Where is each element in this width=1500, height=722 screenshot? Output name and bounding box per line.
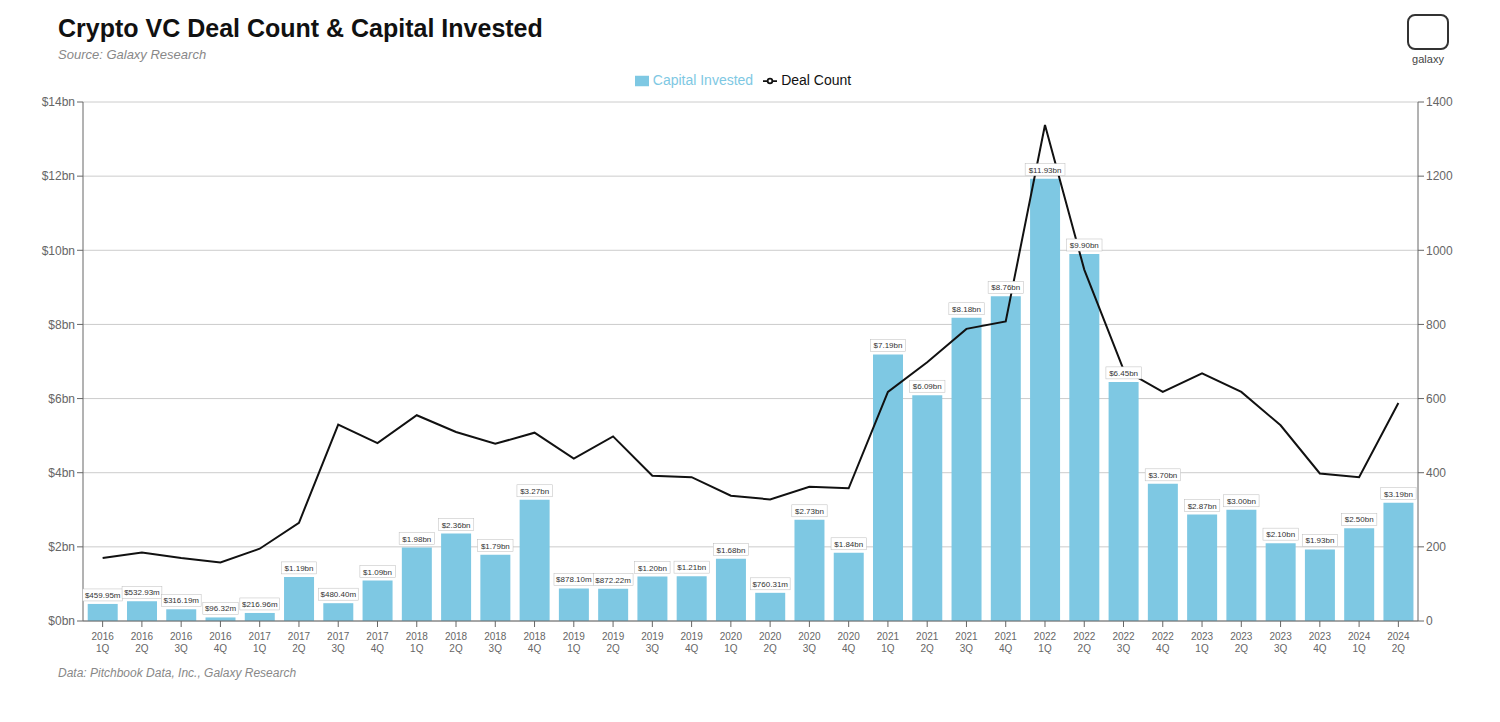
svg-text:$1.79bn: $1.79bn (481, 542, 510, 551)
svg-text:$10bn: $10bn (42, 244, 75, 258)
svg-text:20162Q: 20162Q (131, 631, 154, 654)
svg-text:1200: 1200 (1426, 169, 1453, 183)
svg-text:200: 200 (1426, 540, 1446, 554)
svg-text:20181Q: 20181Q (406, 631, 429, 654)
svg-text:$3.27bn: $3.27bn (520, 487, 549, 496)
svg-text:20173Q: 20173Q (327, 631, 350, 654)
svg-text:$2.73bn: $2.73bn (795, 507, 824, 516)
svg-text:$532.93m: $532.93m (124, 588, 160, 597)
svg-text:$0bn: $0bn (48, 614, 75, 628)
svg-text:$1.93bn: $1.93bn (1305, 536, 1334, 545)
svg-text:$2.87bn: $2.87bn (1188, 502, 1217, 511)
svg-text:$4bn: $4bn (48, 466, 75, 480)
svg-text:600: 600 (1426, 392, 1446, 406)
svg-text:20193Q: 20193Q (641, 631, 664, 654)
svg-text:$9.90bn: $9.90bn (1070, 241, 1099, 250)
svg-text:20212Q: 20212Q (916, 631, 939, 654)
svg-text:20234Q: 20234Q (1309, 631, 1332, 654)
svg-text:$14bn: $14bn (42, 95, 75, 109)
svg-text:20191Q: 20191Q (563, 631, 586, 654)
svg-text:20214Q: 20214Q (995, 631, 1018, 654)
svg-text:$96.32m: $96.32m (205, 604, 236, 613)
svg-text:1000: 1000 (1426, 244, 1453, 258)
svg-text:$11.93bn: $11.93bn (1029, 166, 1062, 175)
svg-text:$8bn: $8bn (48, 318, 75, 332)
svg-text:0: 0 (1426, 614, 1433, 628)
html-text:galaxy: galaxy (1412, 53, 1444, 65)
svg-text:$2.50bn: $2.50bn (1345, 515, 1374, 524)
html-text:Data: Pitchbook Data, Inc., Ga: Data: Pitchbook Data, Inc., Galaxy Resea… (58, 666, 297, 680)
svg-text:$12bn: $12bn (42, 169, 75, 183)
svg-text:$3.70bn: $3.70bn (1148, 471, 1177, 480)
svg-text:20222Q: 20222Q (1073, 631, 1096, 654)
svg-text:1400: 1400 (1426, 95, 1453, 109)
svg-text:20204Q: 20204Q (838, 631, 861, 654)
svg-text:20232Q: 20232Q (1230, 631, 1253, 654)
html-text:Deal Count: Deal Count (781, 72, 852, 88)
html-text:Crypto VC Deal Count & Capital: Crypto VC Deal Count & Capital Invested (58, 14, 543, 42)
svg-text:$3.19bn: $3.19bn (1384, 490, 1413, 499)
svg-text:20203Q: 20203Q (798, 631, 821, 654)
svg-text:20182Q: 20182Q (445, 631, 468, 654)
svg-text:20213Q: 20213Q (955, 631, 978, 654)
svg-text:20221Q: 20221Q (1034, 631, 1057, 654)
svg-text:$6.45bn: $6.45bn (1109, 369, 1138, 378)
svg-text:20184Q: 20184Q (523, 631, 546, 654)
svg-text:$216.96m: $216.96m (242, 600, 278, 609)
svg-text:20163Q: 20163Q (170, 631, 193, 654)
svg-text:$1.68bn: $1.68bn (716, 546, 745, 555)
svg-text:$1.21bn: $1.21bn (677, 563, 706, 572)
svg-text:20241Q: 20241Q (1348, 631, 1371, 654)
svg-text:$8.18bn: $8.18bn (952, 305, 981, 314)
svg-text:20224Q: 20224Q (1152, 631, 1175, 654)
svg-text:20172Q: 20172Q (288, 631, 311, 654)
svg-text:$8.76bn: $8.76bn (991, 283, 1020, 292)
svg-text:20183Q: 20183Q (484, 631, 507, 654)
svg-text:$2.10bn: $2.10bn (1266, 530, 1295, 539)
svg-text:$878.10m: $878.10m (556, 575, 592, 584)
svg-text:$760.31m: $760.31m (752, 580, 788, 589)
svg-text:$480.40m: $480.40m (321, 590, 357, 599)
svg-text:20242Q: 20242Q (1387, 631, 1410, 654)
svg-text:$6bn: $6bn (48, 392, 75, 406)
svg-text:$7.19bn: $7.19bn (874, 341, 903, 350)
svg-text:20161Q: 20161Q (92, 631, 115, 654)
svg-text:20171Q: 20171Q (249, 631, 272, 654)
svg-text:$2bn: $2bn (48, 540, 75, 554)
svg-text:$1.20bn: $1.20bn (638, 564, 667, 573)
svg-text:20164Q: 20164Q (209, 631, 232, 654)
svg-text:$872.22m: $872.22m (595, 576, 631, 585)
svg-text:20194Q: 20194Q (680, 631, 703, 654)
svg-text:400: 400 (1426, 466, 1446, 480)
svg-text:$3.00bn: $3.00bn (1227, 497, 1256, 506)
html-text:Source: Galaxy Research: Source: Galaxy Research (58, 47, 207, 62)
svg-text:$316.19m: $316.19m (163, 596, 199, 605)
svg-text:$2.36bn: $2.36bn (442, 521, 471, 530)
svg-text:$1.19bn: $1.19bn (285, 564, 314, 573)
html-text:Capital Invested: Capital Invested (652, 72, 754, 88)
svg-text:20231Q: 20231Q (1191, 631, 1214, 654)
svg-text:800: 800 (1426, 318, 1446, 332)
svg-text:20174Q: 20174Q (366, 631, 389, 654)
svg-text:20233Q: 20233Q (1269, 631, 1292, 654)
svg-text:20192Q: 20192Q (602, 631, 625, 654)
svg-text:20223Q: 20223Q (1112, 631, 1135, 654)
svg-text:$1.09bn: $1.09bn (363, 568, 392, 577)
svg-text:$1.98bn: $1.98bn (402, 535, 431, 544)
svg-text:20202Q: 20202Q (759, 631, 782, 654)
svg-text:$459.95m: $459.95m (85, 591, 121, 600)
svg-text:$6.09bn: $6.09bn (913, 382, 942, 391)
svg-text:20211Q: 20211Q (877, 631, 900, 654)
svg-text:$1.84bn: $1.84bn (834, 540, 863, 549)
svg-text:20201Q: 20201Q (720, 631, 743, 654)
